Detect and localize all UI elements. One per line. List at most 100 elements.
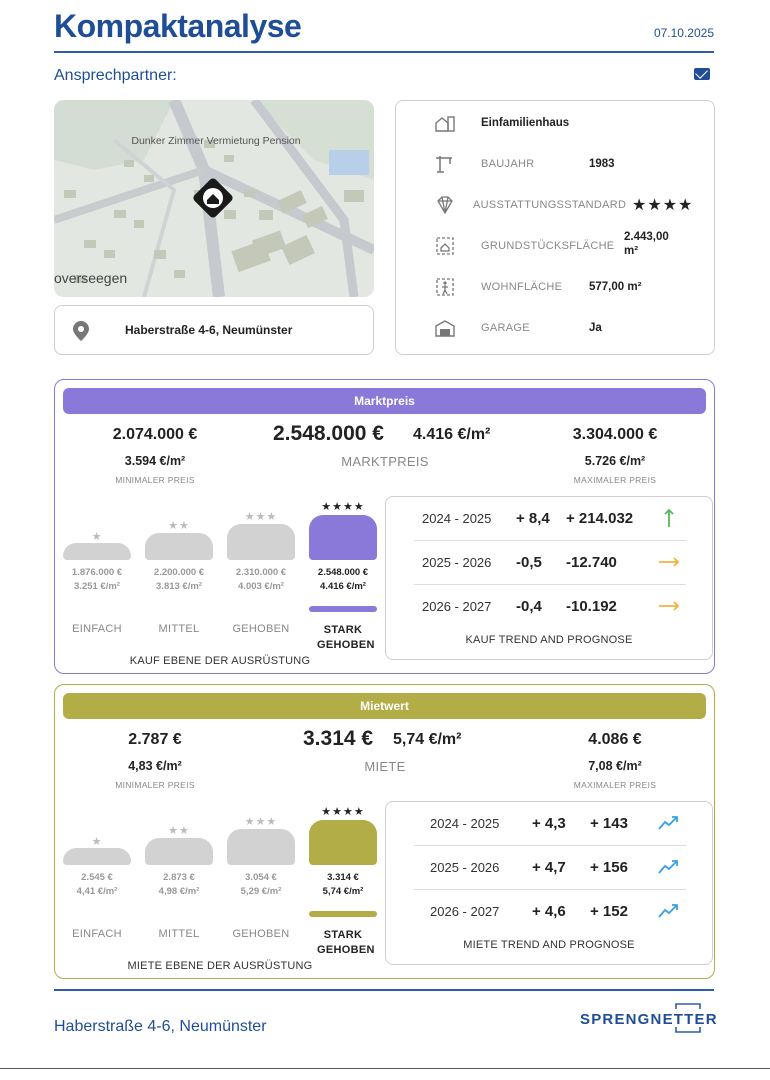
info-value: 1983: [589, 158, 615, 170]
location-map[interactable]: Dunker Zimmer Vermietung Pension oversee…: [54, 100, 374, 297]
level-stars: ★★: [168, 520, 190, 532]
level-label: MITTEL: [158, 928, 200, 940]
trend-percent: -0,4: [516, 598, 542, 615]
market-price: 2.548.000 €: [273, 422, 384, 445]
level-stars: ★: [91, 531, 103, 543]
trend-absolute: + 152: [590, 903, 628, 920]
info-row-wohnflaeche: WOHNFLÄCHE 577,00 m²: [396, 271, 714, 301]
level-bar-einfach: [63, 848, 131, 865]
trend-up-icon: [658, 904, 678, 918]
page-title: Kompaktanalyse: [54, 8, 302, 44]
page-bottom-rule: [0, 1068, 770, 1069]
right-arrow-icon: [659, 557, 680, 567]
info-row-ausstattung: AUSSTATTUNGSSTANDARD ★★★★: [396, 189, 714, 219]
right-arrow-icon: [659, 601, 680, 611]
trend-percent: + 4,7: [532, 859, 566, 876]
max-rent-per-m2: 7,08 €/m²: [588, 759, 642, 773]
info-label: AUSSTATTUNGSSTANDARD: [473, 199, 627, 211]
trend-caption: KAUF TREND AND PROGNOSE: [465, 634, 633, 646]
footer-divider: [54, 989, 714, 991]
trend-percent: + 4,3: [532, 815, 566, 832]
trend-row: 2025 - 2026 -0,5 -12.740: [414, 541, 686, 585]
selected-level-underline: [309, 911, 377, 917]
report-date: 07.10.2025: [653, 26, 714, 40]
level-value: 3.314 €: [327, 872, 359, 883]
level-value: 1.876.000 €: [71, 567, 123, 578]
level-label: STARK GEHOBEN: [317, 624, 375, 651]
trend-absolute: + 156: [590, 859, 628, 876]
trend-row: 2026 - 2027 -0,4 -10.192: [414, 585, 686, 629]
min-rent-label: MINIMALER PREIS: [115, 780, 195, 790]
max-price-label: MAXIMALER PREIS: [573, 475, 657, 485]
max-rent-label: MAXIMALER PREIS: [573, 780, 657, 790]
mietwert-header: Mietwert: [63, 693, 706, 719]
level-per-m2: 3.813 €/m²: [156, 581, 202, 592]
house-icon: [435, 116, 455, 132]
level-value: 2.545 €: [81, 872, 113, 883]
location-pin-icon: [73, 321, 89, 341]
market-price-label: MARKTPREIS: [341, 454, 429, 469]
mail-icon[interactable]: [694, 68, 710, 80]
info-row-grundstueck: GRUNDSTÜCKSFLÄCHE 2.443,00 m²: [396, 230, 714, 260]
min-rent: 2.787 €: [128, 731, 182, 748]
trend-absolute: + 143: [590, 815, 628, 832]
trend-years: 2024 - 2025: [422, 511, 492, 526]
rent-label: MIETE: [364, 759, 406, 774]
contact-label: Ansprechpartner:: [54, 67, 177, 84]
level-bar-mittel: [145, 533, 213, 560]
trend-row: 2024 - 2025 + 8,4 + 214.032: [414, 497, 686, 541]
level-per-m2: 4,41 €/m²: [76, 886, 118, 897]
trend-row: 2024 - 2025 + 4,3 + 143: [414, 802, 686, 846]
info-label: GRUNDSTÜCKSFLÄCHE: [481, 240, 615, 252]
level-stars: ★: [91, 836, 103, 848]
level-value: 2.548.000 €: [317, 567, 369, 578]
plot-area-icon: [436, 237, 454, 255]
min-price-per-m2: 3.594 €/m²: [124, 454, 186, 468]
level-per-m2: 4.003 €/m²: [238, 581, 284, 592]
garage-icon: [435, 320, 455, 337]
level-value: 2.873 €: [163, 872, 195, 883]
level-stars: ★★★★: [321, 501, 365, 513]
trend-absolute: -10.192: [566, 598, 617, 615]
trend-absolute: + 214.032: [566, 510, 634, 527]
min-price: 2.074.000 €: [112, 426, 198, 443]
marktpreis-header: Marktpreis: [63, 388, 706, 414]
footer-address: Haberstraße 4-6, Neumünster: [54, 1018, 267, 1035]
min-price-label: MINIMALER PREIS: [115, 475, 195, 485]
level-per-m2: 5,29 €/m²: [240, 886, 282, 897]
trend-absolute: -12.740: [566, 554, 617, 571]
level-label: STARK GEHOBEN: [317, 929, 375, 956]
mietwert-panel: Mietwert 2.787 € 4,83 €/m² MINIMALER PRE…: [54, 684, 715, 979]
trend-percent: + 8,4: [516, 510, 550, 527]
level-value: 3.054 €: [245, 872, 277, 883]
max-price: 3.304.000 €: [572, 426, 658, 443]
property-type: Einfamilienhaus: [481, 117, 570, 129]
info-label: GARAGE: [481, 322, 530, 334]
level-bar-einfach: [63, 543, 131, 560]
trend-percent: + 4,6: [532, 903, 566, 920]
levels-caption: KAUF EBENE DER AUSRÜSTUNG: [129, 655, 311, 667]
level-label: GEHOBEN: [232, 623, 290, 635]
level-stars: ★★★: [244, 816, 278, 828]
level-bar-stark-gehoben: [309, 515, 377, 560]
level-per-m2: 3.251 €/m²: [74, 581, 120, 592]
info-value: Ja: [589, 322, 602, 334]
level-label: EINFACH: [72, 928, 122, 940]
info-stars: ★★★★: [632, 197, 694, 214]
sprengnetter-logo: SPRENGNETTER: [580, 1003, 717, 1033]
selected-level-underline: [309, 606, 377, 612]
level-label: MITTEL: [158, 623, 200, 635]
kauf-trend-box: 2024 - 2025 + 8,4 + 214.032 2025 - 2026 …: [385, 496, 713, 660]
diamond-icon: [437, 196, 453, 215]
map-pin-icon[interactable]: [192, 177, 234, 219]
trend-years: 2026 - 2027: [430, 904, 500, 919]
level-bar-stark-gehoben: [309, 820, 377, 865]
info-label: WOHNFLÄCHE: [481, 281, 563, 293]
min-rent-per-m2: 4,83 €/m²: [128, 759, 182, 773]
trend-caption: MIETE TREND AND PROGNOSE: [463, 939, 635, 951]
info-value: 2.443,00 m²: [624, 231, 669, 257]
max-rent: 4.086 €: [588, 731, 642, 748]
trend-years: 2025 - 2026: [422, 555, 492, 570]
rent-value: 3.314 €: [303, 727, 374, 750]
property-info-card: Einfamilienhaus BAUJAHR 1983 AUSSTATTUNG…: [395, 100, 715, 355]
